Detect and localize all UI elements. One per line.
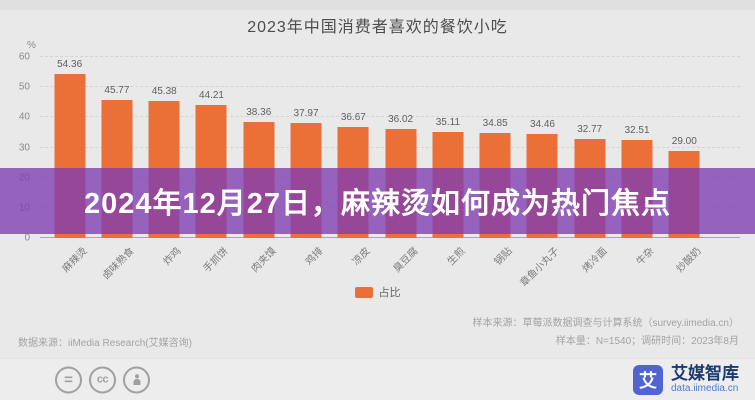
x-axis-label: 章鱼小丸子 [518,245,563,289]
x-axis-label: 生煎 [445,245,468,268]
x-axis-label: 炸鸡 [161,245,184,268]
license-icons: = cc [55,366,150,393]
legend-label: 占比 [378,287,401,299]
x-axis-label: 臭豆腐 [391,245,421,275]
sample-source-note: 样本来源：草莓派数据调查与计算系统（survey.iimedia.cn） 样本量… [472,315,739,351]
y-tick-label: 0 [24,232,30,244]
bar-value-label: 36.67 [340,112,366,124]
x-axis-label: 锅贴 [492,245,515,268]
gridline [40,116,740,118]
x-axis-label: 麻辣烫 [60,245,90,275]
chart-title: 2023年中国消费者喜欢的餐饮小吃 [247,19,508,36]
bar-value-label: 44.21 [198,89,224,101]
bar-value-label: 37.97 [293,108,319,120]
x-axis-label: 肉夹馍 [249,245,279,275]
bar-value-label: 29.00 [671,135,697,147]
y-tick-label: 50 [18,81,30,93]
brand-name: 艾媒智库 [671,364,739,384]
x-axis-label: 卤味熟食 [100,245,137,282]
y-tick-label: 40 [18,111,30,123]
cc-icon: cc [89,366,116,393]
bar-value-label: 45.38 [151,86,177,98]
bar-value-label: 36.02 [388,114,414,126]
brand-watermark: 艾 艾媒智库 data.iimedia.cn [633,364,739,395]
x-axis-label: 手抓饼 [202,245,232,275]
x-axis-label: 烤冷面 [580,245,610,275]
x-axis-label: 鸡排 [303,245,326,268]
sample-size-line: 样本量：N=1540；调研时间：2023年8月 [555,336,739,347]
bar-value-label: 32.51 [624,124,650,136]
person-icon [123,366,150,393]
bar-value-label: 38.36 [246,107,272,119]
y-tick-label: 60 [18,51,30,63]
bar-value-label: 34.85 [482,117,508,129]
x-axis-label: 牛杂 [634,245,657,268]
y-tick-label: 30 [18,142,30,153]
bar-value-label: 34.46 [529,119,555,131]
bar-value-label: 35.11 [435,117,461,129]
gridline [40,86,740,88]
sample-source-line: 样本来源：草莓派数据调查与计算系统（survey.iimedia.cn） [472,318,739,329]
brand-logo-icon: 艾 [633,364,663,395]
brand-url: data.iimedia.cn [671,382,739,394]
bar-value-label: 32.77 [577,124,603,136]
legend-swatch-icon [354,286,373,298]
top-strip [0,0,755,10]
y-axis-unit: % [27,40,36,51]
footer-bar: = cc 艾 艾媒智库 data.iimedia.cn [0,358,755,400]
chart-legend: 占比 [0,284,755,300]
headline-banner: 2024年12月27日，麻辣烫如何成为热门焦点 [0,168,755,234]
x-axis-label: 凉皮 [351,245,373,268]
gridline [40,56,740,57]
equals-icon: = [55,366,82,393]
data-source-note: 数据来源：iiMedia Research(艾媒咨询) [18,338,192,349]
x-axis-label: 炒酸奶 [674,245,704,275]
bar-value-label: 54.36 [57,59,83,71]
headline-text: 2024年12月27日，麻辣烫如何成为热门焦点 [83,188,672,220]
bar-value-label: 45.77 [104,84,130,96]
